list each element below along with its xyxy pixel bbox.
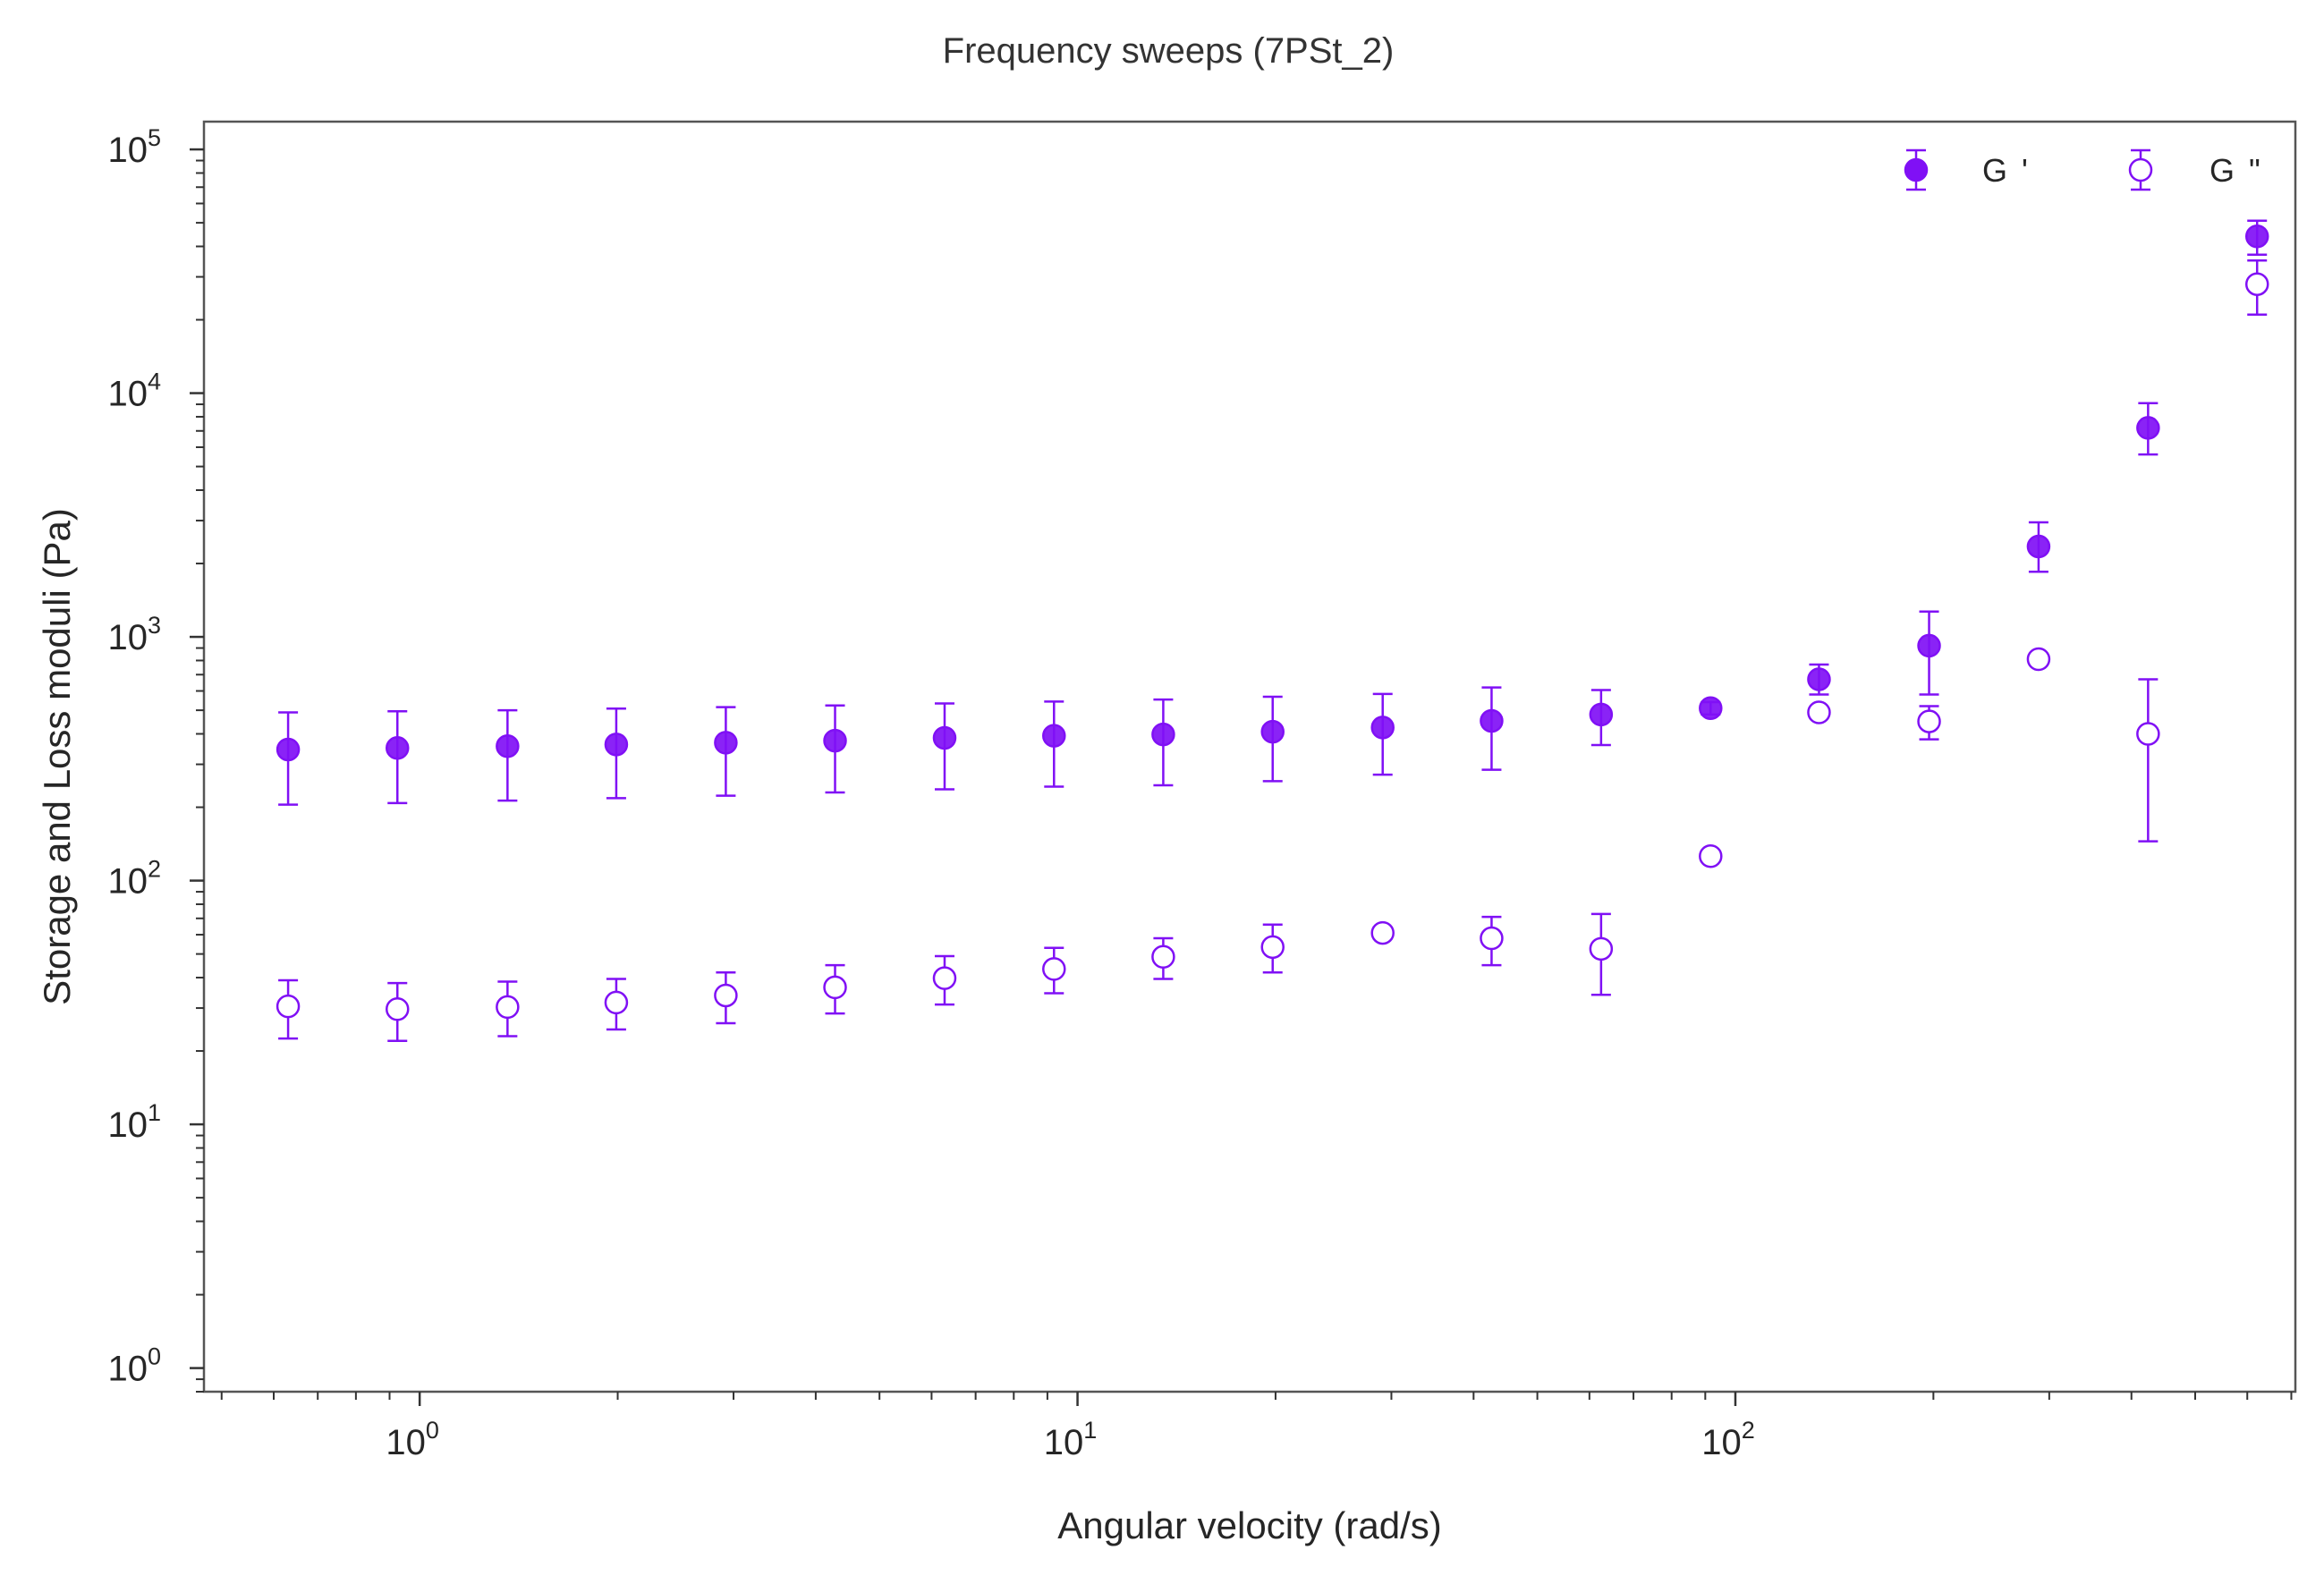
data-point-open (714, 983, 738, 1008)
data-point-open (823, 975, 847, 1000)
data-point-filled (1042, 724, 1066, 748)
data-point-filled (2026, 534, 2051, 559)
series-g-prime (276, 219, 2269, 806)
plot-frame (202, 120, 2297, 1393)
data-point-filled (1370, 716, 1395, 740)
data-point-open (1151, 944, 1175, 969)
data-point-open (2244, 272, 2269, 296)
data-point-open (1699, 843, 1723, 868)
data-point-open (2136, 722, 2160, 746)
data-point-open (2026, 647, 2051, 672)
data-point-filled (1151, 722, 1175, 747)
data-point-open (1589, 936, 1614, 961)
data-point-filled (2136, 416, 2160, 440)
data-point-open (1260, 935, 1285, 960)
data-point-open (932, 966, 957, 990)
data-point-filled (1260, 719, 1285, 744)
data-point-open (1480, 926, 1504, 951)
data-point-filled (714, 731, 738, 755)
plot-area (276, 219, 2269, 1043)
data-point-filled (1917, 633, 1941, 658)
y-axis-label: Storage and Loss moduli (Pa) (36, 508, 78, 1005)
data-point-open (604, 990, 629, 1015)
x-tick-label: 101 (1044, 1417, 1098, 1462)
data-point-filled (1589, 702, 1614, 727)
data-point-filled (932, 725, 957, 750)
x-axis-label: Angular velocity (rad/s) (1057, 1504, 1442, 1546)
data-point-open (385, 997, 410, 1021)
data-point-filled (1807, 667, 1831, 691)
data-point-filled (2244, 224, 2269, 249)
data-point-filled (604, 733, 629, 757)
data-point-open (496, 995, 520, 1020)
legend: G ' G " (1904, 148, 2263, 191)
data-point-open (1042, 957, 1066, 981)
data-point-open (276, 994, 301, 1019)
data-point-open (1807, 700, 1831, 724)
data-point-open (1370, 920, 1395, 945)
chart-title: Frequency sweeps (7PSt_2) (943, 31, 1395, 71)
data-point-filled (823, 728, 847, 753)
x-tick-label: 100 (386, 1417, 439, 1462)
data-point-filled (1480, 708, 1504, 733)
data-point-filled (1699, 696, 1723, 721)
series-g-double-prime (276, 259, 2269, 1043)
data-point-open (1917, 709, 1941, 733)
legend-marker (1904, 157, 1929, 182)
legend-label: G ' (1982, 152, 2031, 189)
data-point-filled (385, 736, 410, 760)
data-point-filled (276, 737, 301, 762)
legend-label: G " (2209, 152, 2263, 189)
legend-marker (2128, 157, 2153, 182)
data-point-filled (496, 734, 520, 758)
